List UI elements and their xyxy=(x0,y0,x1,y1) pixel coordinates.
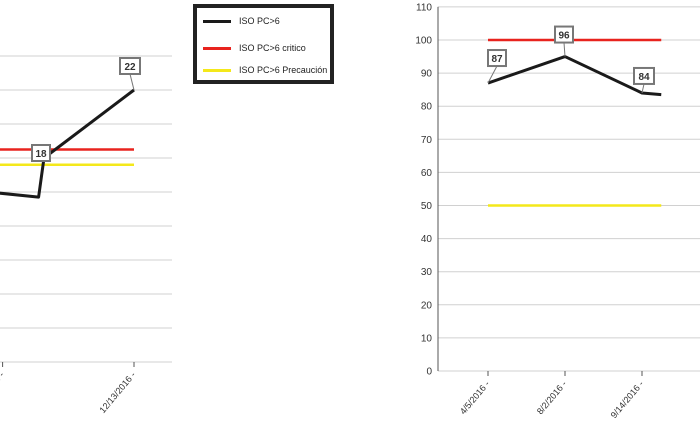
y-tick-label: 70 xyxy=(421,135,433,146)
data-label-box xyxy=(31,144,51,162)
legend-label: ISO PC>6 critico xyxy=(239,43,306,53)
data-label: 84 xyxy=(638,72,650,83)
data-label-box xyxy=(487,49,507,68)
legend-item-main: ISO PC>6 xyxy=(203,14,280,28)
data-label: 18 xyxy=(35,149,47,160)
x-tick-label: 9/14/2016 - xyxy=(609,379,646,420)
y-tick-label: 80 xyxy=(421,102,433,113)
legend-swatch xyxy=(203,46,231,50)
data-label-box xyxy=(119,57,141,75)
y-tick-label: 40 xyxy=(421,234,433,245)
y-tick-label: 110 xyxy=(416,2,432,13)
series-line-main xyxy=(487,55,662,97)
x-tick-label: 8/2/2016 - xyxy=(535,379,569,416)
y-tick-label: 20 xyxy=(421,300,433,311)
y-tick-label: 30 xyxy=(421,267,433,278)
data-label-leader xyxy=(129,73,135,91)
x-tick-label: 12/13/2016 - xyxy=(97,370,137,415)
data-label: 87 xyxy=(491,54,503,65)
y-tick-label: 90 xyxy=(421,69,433,80)
legend-item-critical: ISO PC>6 critico xyxy=(203,41,306,55)
data-label-box xyxy=(554,25,574,44)
x-tick-label: /2016 - xyxy=(0,370,6,398)
y-tick-label: 50 xyxy=(421,201,433,212)
x-tick-label: 4/5/2016 - xyxy=(458,379,492,416)
right-chart: 0 10 20 30 40 50 60 70 80 90 100 110 4/5/2016 - 8/2/2… xyxy=(415,2,700,420)
legend-swatch xyxy=(203,19,231,23)
legend-item-caution: ISO PC>6 Precaución xyxy=(203,63,327,77)
data-label: 96 xyxy=(558,31,570,42)
data-label: 22 xyxy=(124,62,136,73)
left-chart: /2016 - 12/13/2016 - 18 22 xyxy=(0,55,172,415)
data-label-leader xyxy=(487,65,498,84)
legend-swatch xyxy=(203,68,231,72)
y-tick-label: 10 xyxy=(421,333,433,344)
y-tick-label: 60 xyxy=(421,168,433,179)
y-tick-label: 100 xyxy=(415,36,432,47)
data-label-box xyxy=(633,66,655,85)
chart-legend: ISO PC>6 ISO PC>6 critico ISO PC>6 Preca… xyxy=(193,4,334,84)
legend-label: ISO PC>6 xyxy=(239,16,280,26)
data-label-leader xyxy=(641,83,645,94)
data-label-leader xyxy=(563,42,566,57)
series-line-main xyxy=(0,88,135,199)
y-tick-label: 0 xyxy=(426,367,432,378)
legend-label: ISO PC>6 Precaución xyxy=(239,65,328,75)
